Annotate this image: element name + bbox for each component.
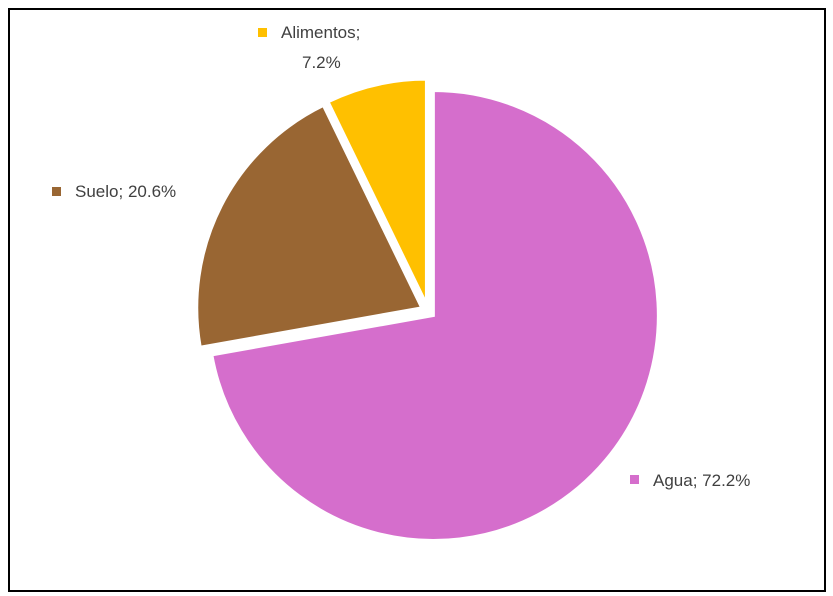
label-suelo-sep: ; (118, 182, 127, 201)
label-agua-value: 72.2% (702, 471, 750, 490)
pie-slice-suelo (195, 103, 424, 349)
legend-key-agua (630, 475, 639, 484)
label-alimentos-sep: ; (356, 23, 361, 42)
legend-key-suelo (52, 187, 61, 196)
svg-text:Alimentos;: Alimentos; (281, 23, 360, 42)
label-agua: Agua; 72.2% (630, 471, 750, 490)
pie-slice-alimentos (326, 77, 428, 305)
pie-slice-agua (210, 88, 660, 542)
pie-slices (195, 77, 660, 542)
label-alimentos-value: 7.2% (302, 53, 341, 72)
svg-text:Suelo; 20.6%: Suelo; 20.6% (75, 182, 176, 201)
label-suelo-name: Suelo (75, 182, 118, 201)
label-suelo-value: 20.6% (128, 182, 176, 201)
label-alimentos: Alimentos; 7.2% (258, 23, 360, 72)
label-agua-name: Agua (653, 471, 693, 490)
label-agua-sep: ; (693, 471, 702, 490)
legend-key-alimentos (258, 28, 267, 37)
label-alimentos-name: Alimentos (281, 23, 356, 42)
label-suelo: Suelo; 20.6% (52, 182, 176, 201)
svg-text:Agua; 72.2%: Agua; 72.2% (653, 471, 750, 490)
